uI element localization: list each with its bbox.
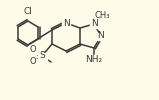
Polygon shape <box>95 12 109 20</box>
Text: N: N <box>91 20 97 28</box>
Polygon shape <box>62 20 70 26</box>
Text: O: O <box>30 57 36 66</box>
Text: S: S <box>39 52 45 60</box>
Text: N: N <box>98 32 104 40</box>
Polygon shape <box>90 20 98 28</box>
Text: Cl: Cl <box>24 8 32 16</box>
Polygon shape <box>29 58 37 66</box>
Polygon shape <box>38 52 46 59</box>
Polygon shape <box>97 32 105 40</box>
Polygon shape <box>23 8 33 16</box>
Text: N: N <box>63 18 69 28</box>
Text: O: O <box>30 46 36 54</box>
Polygon shape <box>87 55 101 63</box>
Text: CH₃: CH₃ <box>94 12 110 20</box>
Polygon shape <box>29 46 37 54</box>
Text: NH₂: NH₂ <box>85 55 103 64</box>
